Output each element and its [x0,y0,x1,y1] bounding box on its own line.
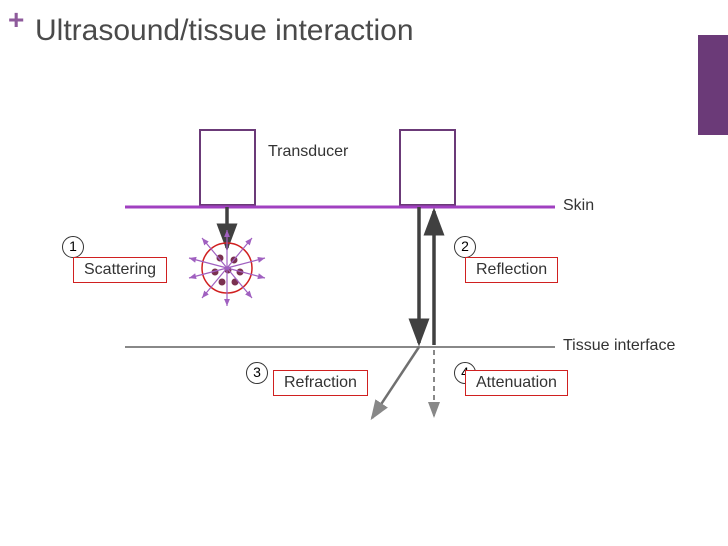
arrow-refraction [372,347,419,418]
refraction-label: Refraction [273,370,368,396]
marker-1: 1 [62,236,84,258]
transducer-label: Transducer [268,143,348,161]
scattering-label: Scattering [73,257,167,283]
skin-label: Skin [563,197,594,215]
tissue-interface-label: Tissue interface [563,337,675,355]
scatter-arrows [189,230,265,306]
transducer-box-1 [200,130,255,205]
marker-3: 3 [246,362,268,384]
transducer-box-2 [400,130,455,205]
attenuation-label: Attenuation [465,370,568,396]
marker-2: 2 [454,236,476,258]
reflection-label: Reflection [465,257,558,283]
